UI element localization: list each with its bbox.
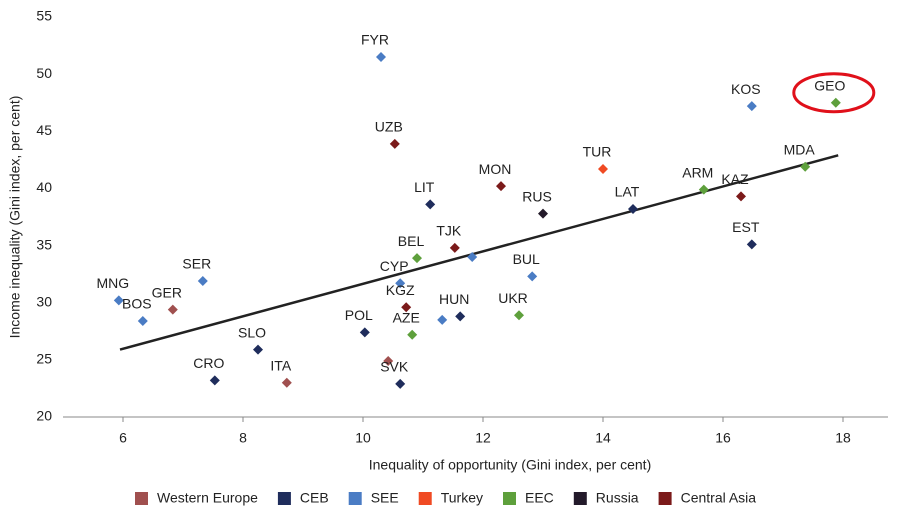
point [527, 271, 538, 282]
y-tick-label: 30 [36, 293, 52, 309]
y-tick-label: 45 [36, 122, 52, 138]
point-label: BEL [398, 233, 425, 249]
x-tick-label: 12 [475, 430, 491, 446]
legend-label: Western Europe [157, 490, 258, 506]
highlight-ring [792, 72, 876, 114]
point [437, 314, 448, 325]
point [496, 181, 506, 192]
y-tick-label: 20 [36, 408, 52, 424]
point-label: ARM [682, 164, 713, 180]
point [281, 377, 292, 388]
point [395, 278, 406, 289]
point [455, 311, 466, 322]
point [407, 329, 418, 340]
point-label: UKR [498, 290, 528, 306]
point-label: BUL [513, 251, 540, 267]
point [253, 344, 263, 355]
point-label: POL [345, 307, 373, 323]
point [167, 304, 178, 315]
y-tick-label: 25 [36, 351, 52, 367]
point-label: FYR [361, 32, 389, 48]
x-tick-label: 10 [355, 430, 371, 446]
point-label: TJK [436, 223, 462, 239]
legend-label: EEC [525, 490, 554, 506]
point-label: EST [732, 219, 760, 235]
x-tick-label: 6 [119, 430, 127, 446]
y-tick-label: 55 [36, 8, 52, 24]
legend-label: Central Asia [681, 490, 757, 506]
point [389, 138, 400, 149]
legend-swatch [573, 492, 587, 505]
point-label: MON [479, 161, 512, 177]
point-label: KAZ [721, 171, 749, 187]
point-label: SLO [238, 324, 266, 340]
point [359, 327, 370, 338]
point-label: RUS [522, 188, 552, 204]
point-label: LAT [615, 184, 640, 200]
legend-swatch [418, 492, 432, 505]
trend-line [119, 154, 839, 351]
point-label: HUN [439, 291, 469, 307]
point [383, 356, 394, 366]
point-label: GER [152, 284, 182, 300]
x-tick-label: 8 [239, 430, 247, 446]
point-label: CYP [380, 258, 409, 274]
x-tick-label: 14 [595, 430, 611, 446]
point [628, 204, 638, 214]
point-label: SVK [380, 359, 409, 375]
point [113, 295, 124, 306]
point [209, 375, 220, 386]
y-tick-label: 35 [36, 236, 52, 252]
point [698, 184, 709, 195]
point-label: KGZ [386, 282, 415, 298]
point [467, 252, 478, 262]
point-label: TUR [583, 144, 612, 160]
point [395, 378, 406, 389]
point [514, 310, 524, 321]
point [137, 316, 148, 326]
legend-swatch [135, 492, 148, 505]
point [538, 208, 548, 219]
legend-label: Turkey [441, 490, 483, 506]
point [401, 302, 412, 313]
y-tick-label: 40 [36, 179, 52, 195]
point-label: CRO [193, 355, 224, 371]
point-label: SER [182, 256, 211, 272]
legend-label: Russia [596, 490, 639, 506]
x-tick-label: 18 [835, 430, 851, 446]
point-label: BOS [122, 296, 152, 312]
point-label: MDA [784, 141, 816, 157]
point-label: LIT [414, 179, 435, 195]
point-label: UZB [375, 119, 403, 135]
point-label: GEO [814, 77, 845, 93]
legend-label: CEB [300, 490, 329, 506]
point [830, 97, 841, 108]
y-axis-label: Income inequality (Gini index, per cent) [7, 96, 23, 339]
point [746, 101, 757, 112]
point [425, 199, 436, 210]
point [598, 164, 608, 174]
y-tick-label: 50 [36, 65, 52, 81]
point [449, 242, 460, 253]
x-axis-label: Inequality of opportunity (Gini index, p… [369, 457, 652, 473]
legend-swatch [348, 492, 362, 505]
point-label: ITA [270, 357, 291, 373]
point [746, 239, 757, 250]
point-label: KOS [731, 81, 761, 97]
legend-swatch [658, 492, 672, 505]
point [197, 276, 208, 286]
point-label: AZE [393, 309, 420, 325]
point [376, 52, 386, 62]
point [736, 191, 746, 202]
point-label: MNG [96, 275, 129, 291]
point [412, 253, 422, 264]
legend-swatch [503, 492, 516, 505]
legend-label: SEE [371, 490, 399, 506]
legend-swatch [277, 492, 291, 505]
x-tick-label: 16 [715, 430, 731, 446]
point [800, 161, 811, 172]
